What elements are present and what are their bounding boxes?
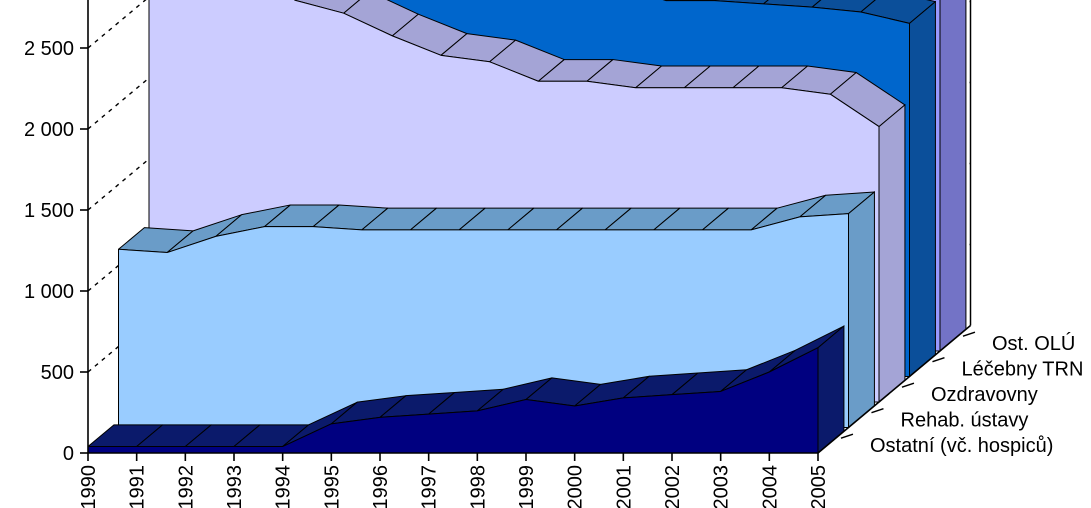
series-layers <box>87 0 967 455</box>
x-tick-label: 1994 <box>273 465 295 508</box>
depth-axis-tick <box>871 407 884 414</box>
series-label: Ostatní (vč. hospiců) <box>870 435 1053 457</box>
depth-axis-tick <box>962 331 976 337</box>
depth-axis-tick <box>932 356 945 363</box>
series-label: Rehab. ústavy <box>901 410 1029 432</box>
series-1 <box>118 190 875 429</box>
x-tick-label: 2000 <box>565 465 587 508</box>
y-tick-label: 0 <box>63 443 74 465</box>
series-3-end-cap <box>909 0 936 378</box>
y-tick-label: 2 000 <box>24 119 74 141</box>
series-label: Léčebny TRN <box>962 359 1084 381</box>
axes: Ost. OLÚ Léčebny TRN Ozdravovny Rehab. ústa… <box>24 0 1083 508</box>
series-1-end-cap <box>848 190 875 429</box>
y-tick-label: 1 500 <box>24 200 74 222</box>
x-tick-label: 1997 <box>419 465 441 508</box>
depth-axis-tick <box>840 433 854 439</box>
x-tick-label: 1990 <box>78 465 100 508</box>
series-2-end-cap <box>878 103 906 404</box>
series-label: Ozdravovny <box>931 384 1038 406</box>
x-tick-label: 2002 <box>662 465 684 508</box>
x-tick-label: 1996 <box>370 465 392 508</box>
y-tick-label: 500 <box>41 362 74 384</box>
x-tick-label: 2004 <box>759 465 781 508</box>
x-tick-label: 1995 <box>321 465 343 508</box>
series-label: Ost. OLÚ <box>992 332 1075 355</box>
x-tick-label: 2005 <box>808 465 830 508</box>
x-tick-label: 1993 <box>224 465 246 508</box>
x-tick-label: 2001 <box>613 465 635 508</box>
series-4-end-cap <box>939 0 967 353</box>
depth-axis-tick <box>901 382 915 388</box>
depth-axis-line <box>817 324 972 454</box>
y-tick-label: 1 000 <box>24 281 74 303</box>
y-tick-label: 2 500 <box>24 38 74 60</box>
series-0 <box>87 324 845 455</box>
x-tick-label: 1991 <box>127 465 149 508</box>
x-tick-label: 2003 <box>711 465 733 508</box>
x-tick-label: 1998 <box>467 465 489 508</box>
series-1-front-face <box>118 213 849 428</box>
x-tick-label: 1992 <box>175 465 197 508</box>
series-0-front-face <box>87 347 819 454</box>
x-tick-label: 1999 <box>516 465 538 508</box>
